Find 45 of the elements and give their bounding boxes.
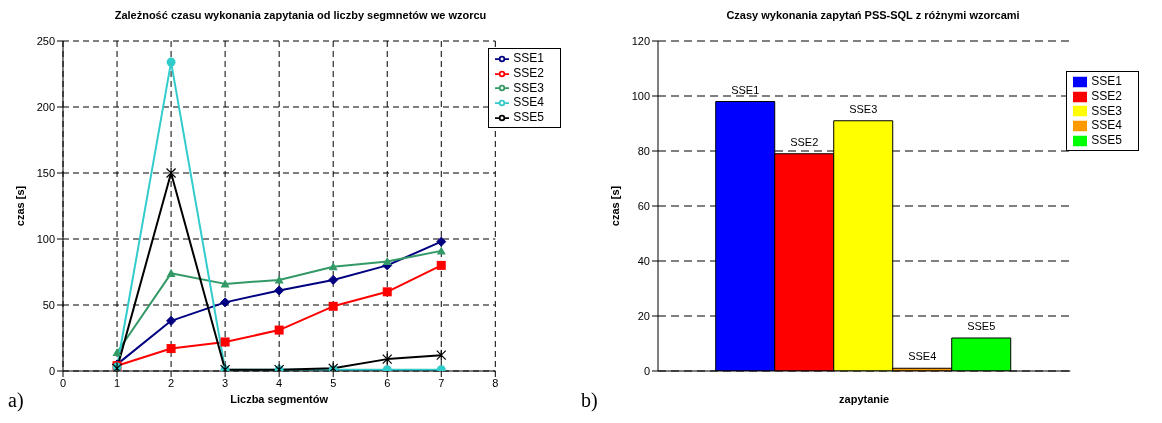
x-tick-label: 0 [59, 376, 67, 389]
x-tick-label: 7 [438, 376, 445, 389]
y-tick-label: 250 [36, 34, 55, 47]
text: a) [8, 389, 24, 412]
chart-title: Zależność czasu wykonania zapytania od liczby segmnetów we wzorcu [113, 8, 488, 23]
x-tick-label: 4 [276, 376, 283, 389]
y-tick-label: 100 [36, 232, 55, 245]
legend-label: SSE3 [1091, 103, 1122, 118]
legend-label: SSE1 [1091, 74, 1122, 88]
y-tick-label: 0 [48, 364, 55, 377]
legend-label: SSE4 [1091, 118, 1122, 133]
y-tick-label: 120 [631, 34, 650, 47]
legend-label: SSE2 [513, 65, 544, 80]
x-tick-label: 6 [384, 376, 391, 389]
y-tick-label: 100 [631, 89, 650, 102]
text: b) [581, 389, 598, 412]
legend-label: SSE5 [1091, 133, 1122, 148]
x-tick-label: 2 [168, 376, 175, 389]
y-axis-title: czas [s] [13, 185, 26, 227]
text: SSE3 [849, 102, 878, 115]
y-tick-label: 200 [36, 100, 55, 113]
y-axis-title: czas [s] [608, 185, 621, 227]
x-axis-title: zapytanie [839, 393, 890, 405]
chart-title: Czasy wykonania zapytań PSS-SQL z różnymi wzorcami [725, 8, 1021, 23]
y-tick-label: 0 [643, 364, 650, 377]
text: SSE5 [967, 320, 996, 332]
y-tick-label: 40 [637, 254, 650, 267]
y-tick-label: 80 [637, 144, 650, 157]
legend-label: SSE2 [1091, 88, 1122, 103]
text: SSE1 [731, 83, 760, 96]
x-axis-title: Liczba segmentów [230, 393, 329, 405]
legend-label: SSE5 [513, 110, 544, 125]
x-tick-label: 3 [222, 376, 229, 389]
legend-label: SSE3 [513, 80, 544, 95]
y-tick-label: 60 [637, 199, 650, 212]
y-tick-label: 150 [36, 166, 55, 179]
y-tick-label: 50 [42, 298, 55, 311]
legend-label: SSE4 [513, 95, 544, 110]
x-tick-label: 5 [330, 376, 337, 389]
text: SSE4 [908, 350, 937, 363]
legend-label: SSE1 [513, 51, 544, 65]
y-tick-label: 20 [637, 309, 650, 322]
text: SSE2 [790, 135, 819, 148]
x-tick-label: 8 [492, 376, 499, 389]
x-tick-label: 1 [113, 376, 121, 389]
